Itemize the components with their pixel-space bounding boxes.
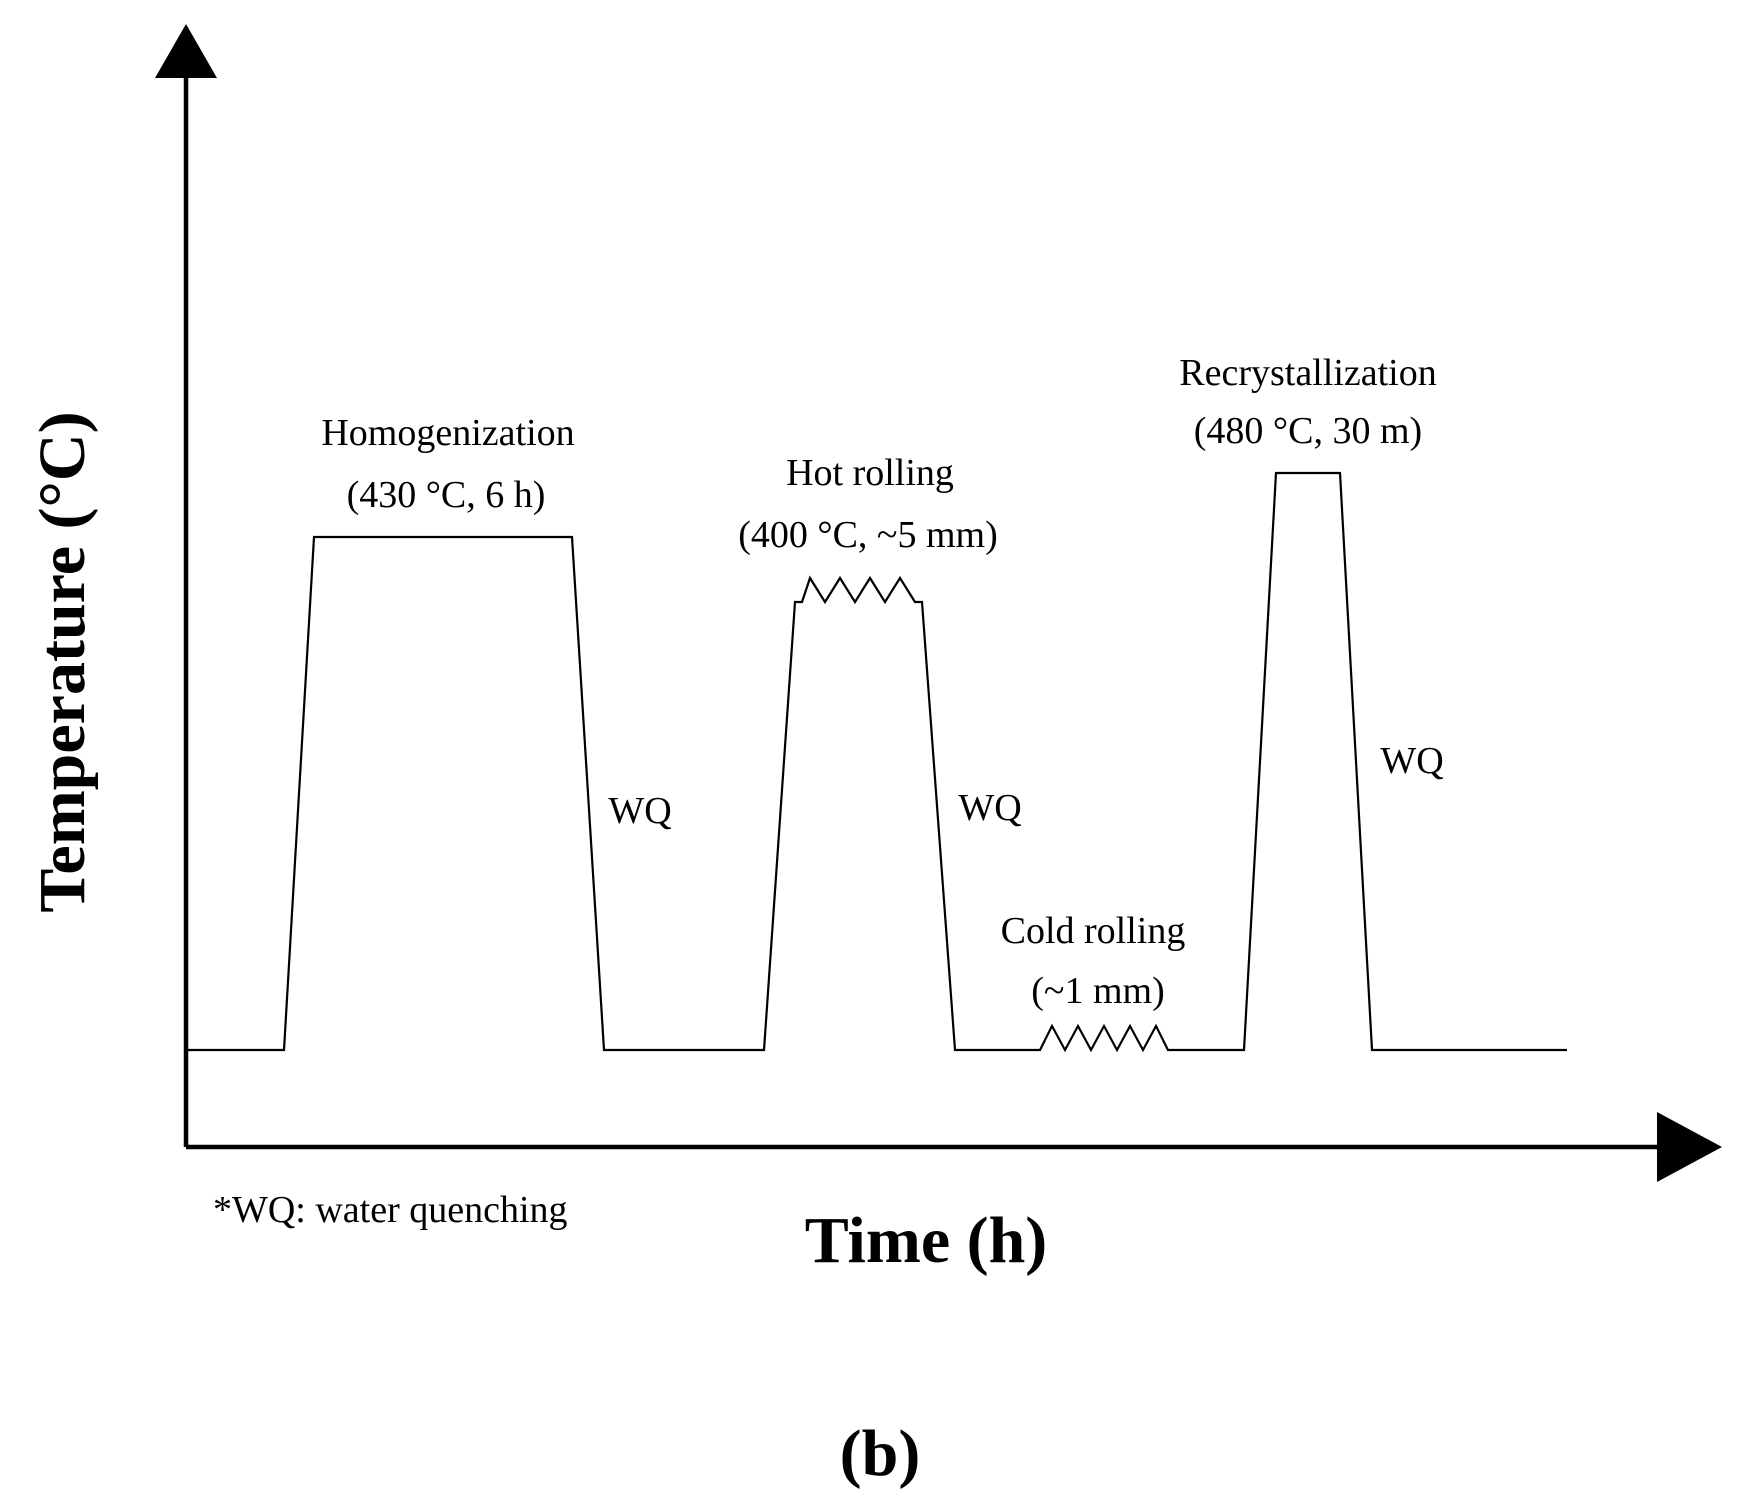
x-axis-title: Time (h) — [805, 1204, 1048, 1277]
y-axis-title: Temperature (°C) — [26, 411, 99, 912]
stage-condition-cold-rolling: (~1 mm) — [1031, 970, 1164, 1012]
quench-label-hot-rolling: WQ — [958, 787, 1021, 829]
x-axis-arrowhead — [1657, 1112, 1722, 1182]
stage-name-hot-rolling: Hot rolling — [786, 452, 954, 494]
quench-label-recrystallization: WQ — [1380, 740, 1443, 782]
quench-label-homogenization: WQ — [608, 790, 671, 832]
stage-name-homogenization: Homogenization — [321, 412, 574, 454]
footnote: *WQ: water quenching — [213, 1189, 568, 1231]
panel-label: (b) — [840, 1417, 921, 1490]
temperature-profile — [188, 471, 1567, 1053]
y-axis-arrowhead — [155, 24, 217, 78]
stage-condition-homogenization: (430 °C, 6 h) — [347, 474, 546, 516]
stage-condition-recrystallization: (480 °C, 30 m) — [1194, 410, 1422, 452]
stage-name-recrystallization: Recrystallization — [1179, 352, 1436, 394]
stage-name-cold-rolling: Cold rolling — [1001, 910, 1186, 952]
stage-condition-hot-rolling: (400 °C, ~5 mm) — [738, 514, 998, 556]
